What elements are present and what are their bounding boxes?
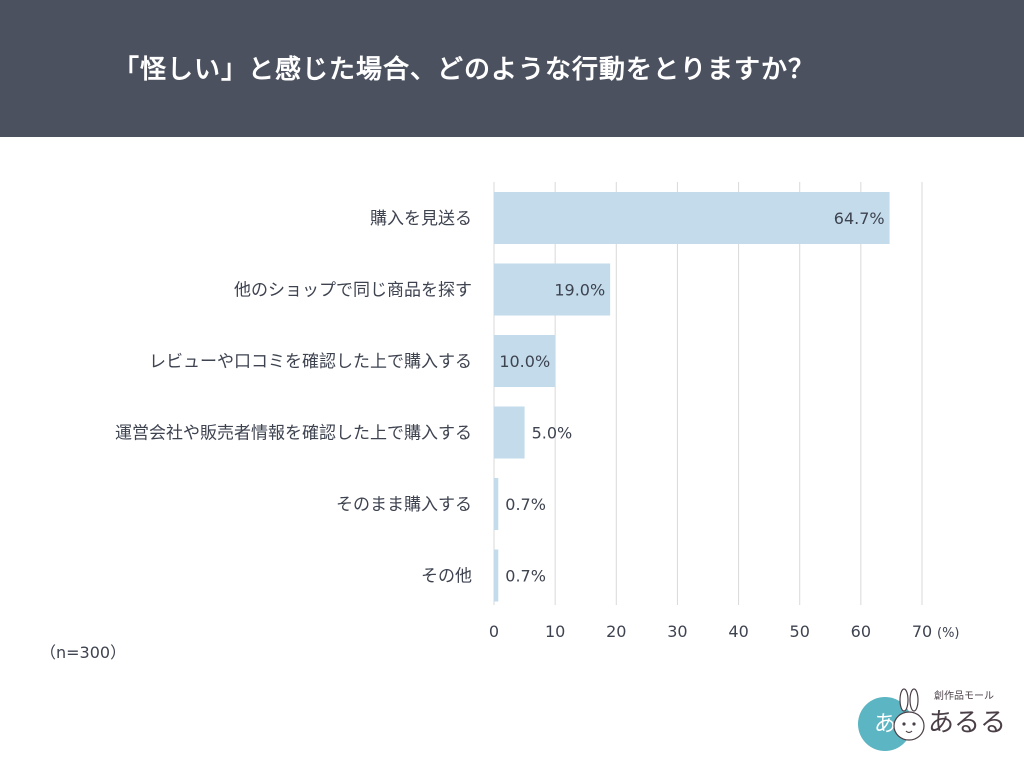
page-title: 「怪しい」と感じた場合、どのような行動をとりますか？ — [113, 55, 816, 85]
category-label: その他 — [421, 567, 472, 587]
bar — [494, 263, 611, 316]
x-unit-label: (%) — [937, 626, 960, 641]
value-label: 19.0% — [554, 281, 605, 300]
logo-name: あるる — [928, 708, 1006, 738]
x-tick-label: 30 — [667, 622, 687, 641]
category-label: レビューや口コミを確認した上で購入する — [149, 352, 472, 372]
x-tick-label: 40 — [728, 622, 748, 641]
x-tick-label: 20 — [606, 622, 626, 641]
x-tick-label: 60 — [851, 622, 871, 641]
x-tick-label: 50 — [790, 622, 810, 641]
x-tick-label: 70 — [912, 622, 932, 641]
logo-badge-text: あ — [874, 712, 896, 737]
value-label: 0.7% — [505, 495, 546, 514]
value-label: 0.7% — [505, 567, 546, 586]
logo-circle — [858, 697, 912, 751]
arure-logo: あ 創作品モール あるる — [858, 688, 1006, 751]
category-label: 購入を見送る — [370, 209, 472, 229]
value-label: 64.7% — [834, 209, 885, 228]
x-tick-label: 0 — [489, 622, 499, 641]
bar-chart: 購入を見送る 64.7% 他のショップで同じ商品を探す 19.0% レビューや口コミを確… — [115, 182, 960, 641]
category-label: 運営会社や販売者情報を確認した上で購入する — [115, 424, 472, 444]
category-label: そのまま購入する — [336, 495, 472, 515]
bar — [494, 335, 556, 387]
value-label: 5.0% — [532, 424, 573, 443]
bar — [494, 192, 890, 244]
logo-tagline: 創作品モール — [934, 690, 994, 702]
bar — [494, 549, 499, 602]
bar — [494, 478, 499, 530]
value-label: 10.0% — [499, 352, 550, 371]
header-bar: 「怪しい」と感じた場合、どのような行動をとりますか？ — [0, 0, 1024, 137]
bar — [494, 406, 525, 459]
sample-size-note: （n=300） — [40, 643, 127, 662]
x-tick-label: 10 — [545, 622, 565, 641]
rabbit-icon — [893, 688, 925, 741]
category-label: 他のショップで同じ商品を探す — [234, 281, 472, 301]
